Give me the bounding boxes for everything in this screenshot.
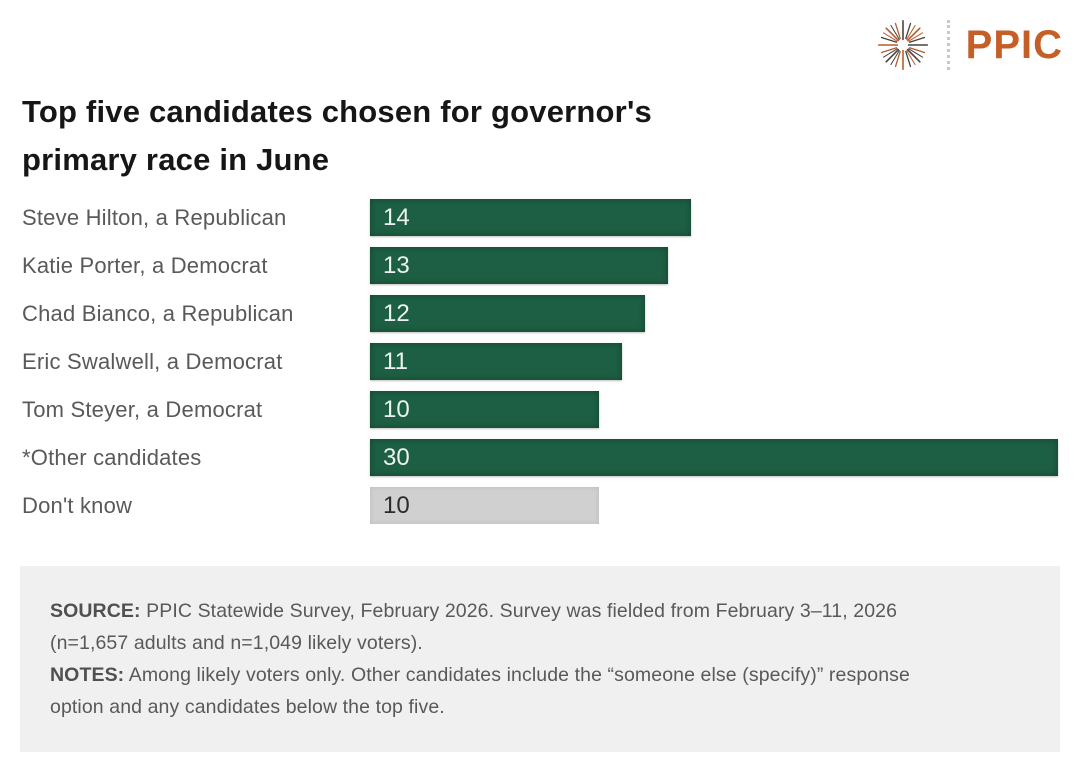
bar-value-label: 11 bbox=[383, 347, 408, 375]
bar-value-label: 10 bbox=[383, 491, 410, 519]
ppic-logo: PPIC bbox=[875, 14, 1063, 76]
logo-divider bbox=[946, 20, 950, 70]
category-label: *Other candidates bbox=[22, 444, 202, 470]
chart-row: *Other candidates 30 bbox=[22, 439, 1058, 476]
chart-title: Top five candidates chosen for governor'… bbox=[22, 93, 652, 177]
notes-line: NOTES: Among likely voters only. Other c… bbox=[50, 659, 1030, 723]
source-line: SOURCE: PPIC Statewide Survey, February … bbox=[50, 595, 1030, 659]
bar: 30 bbox=[370, 439, 1058, 476]
source-text: PPIC Statewide Survey, February 2026. Su… bbox=[50, 600, 898, 654]
chart-row: Chad Bianco, a Republican 12 bbox=[22, 295, 1058, 332]
bar-track: 10 bbox=[370, 487, 1058, 524]
chart-row: Don't know 10 bbox=[22, 487, 1058, 524]
bar-track: 10 bbox=[370, 391, 1058, 428]
bar-value-label: 30 bbox=[383, 443, 410, 471]
category-label: Chad Bianco, a Republican bbox=[22, 300, 294, 326]
bar: 10 bbox=[370, 487, 600, 524]
chart-row: Eric Swalwell, a Democrat 11 bbox=[22, 343, 1058, 380]
chart-row: Katie Porter, a Democrat 13 bbox=[22, 247, 1058, 284]
category-label: Steve Hilton, a Republican bbox=[22, 204, 287, 230]
bar: 11 bbox=[370, 343, 623, 380]
bar-track: 12 bbox=[370, 295, 1058, 332]
bar: 14 bbox=[370, 199, 692, 236]
bar-track: 11 bbox=[370, 343, 1058, 380]
bar: 10 bbox=[370, 391, 600, 428]
bar-value-label: 12 bbox=[383, 299, 410, 327]
chart-row: Tom Steyer, a Democrat 10 bbox=[22, 391, 1058, 428]
category-label: Katie Porter, a Democrat bbox=[22, 252, 268, 278]
bar: 13 bbox=[370, 247, 669, 284]
notes-label: NOTES: bbox=[50, 664, 125, 686]
notes-text: Among likely voters only. Other candidat… bbox=[50, 664, 910, 718]
bar-track: 14 bbox=[370, 199, 1058, 236]
category-label: Don't know bbox=[22, 492, 133, 518]
ppic-wordmark: PPIC bbox=[965, 23, 1063, 67]
source-label: SOURCE: bbox=[50, 600, 141, 622]
chart-row: Steve Hilton, a Republican 14 bbox=[22, 199, 1058, 236]
bar-value-label: 14 bbox=[383, 203, 410, 231]
bar: 12 bbox=[370, 295, 646, 332]
bar-value-label: 10 bbox=[383, 395, 410, 423]
starburst-icon bbox=[877, 19, 928, 71]
bar-track: 30 bbox=[370, 439, 1058, 476]
category-label: Tom Steyer, a Democrat bbox=[22, 396, 263, 422]
bar-chart: Steve Hilton, a Republican 14 Katie Porter… bbox=[22, 199, 1058, 535]
source-notes-panel: SOURCE: PPIC Statewide Survey, February … bbox=[20, 566, 1060, 752]
bar-value-label: 13 bbox=[383, 251, 410, 279]
bar-track: 13 bbox=[370, 247, 1058, 284]
category-label: Eric Swalwell, a Democrat bbox=[22, 348, 283, 374]
